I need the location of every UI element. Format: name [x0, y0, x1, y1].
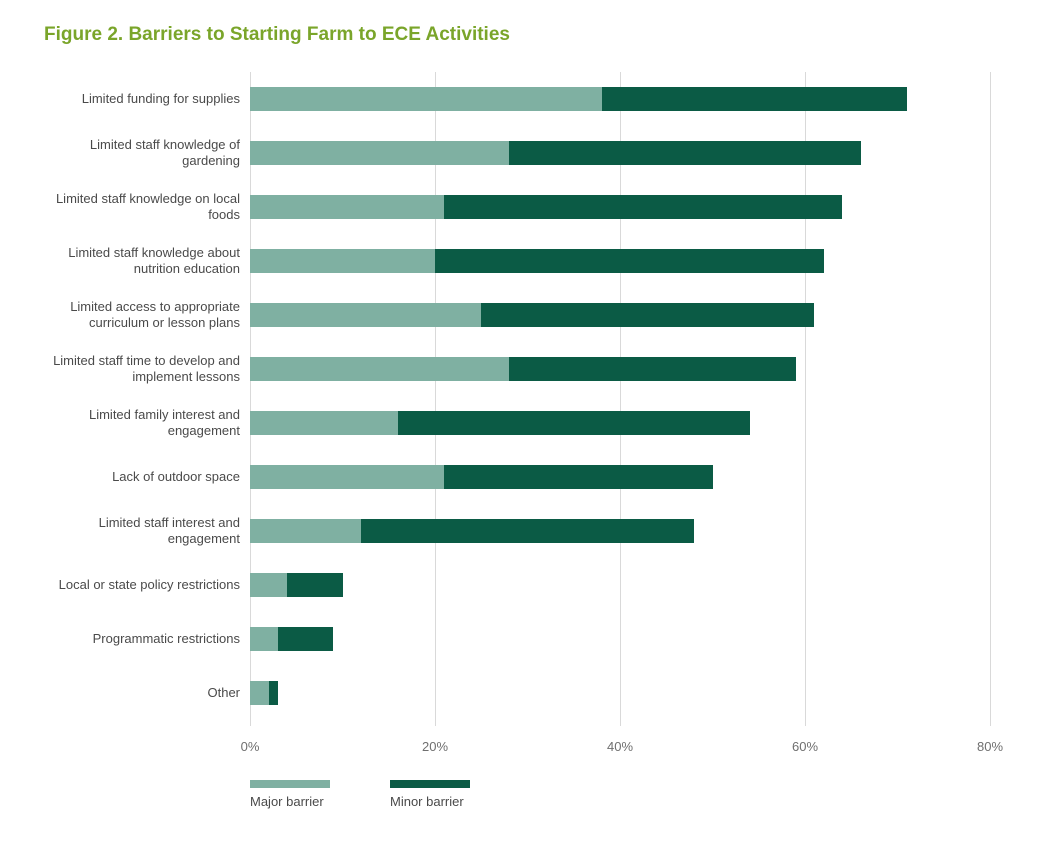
bar-segment-minor [602, 87, 907, 111]
bar-segment-major [250, 465, 444, 489]
xaxis-tick-label: 40% [607, 739, 633, 754]
chart-row: Limited staff time to develop and implem… [250, 342, 990, 396]
bar-segment-major [250, 411, 398, 435]
chart-row: Limited family interest and engagement [250, 396, 990, 450]
bar-segment-minor [398, 411, 750, 435]
bar-segment-minor [278, 627, 334, 651]
category-label: Limited staff interest and engagement [35, 515, 250, 548]
legend-swatch [390, 780, 470, 788]
bar-stack [250, 303, 814, 327]
bar-segment-major [250, 627, 278, 651]
xaxis-tick-label: 80% [977, 739, 1003, 754]
bar-stack [250, 195, 842, 219]
category-label: Limited staff knowledge of gardening [35, 137, 250, 170]
category-label: Limited family interest and engagement [35, 407, 250, 440]
bar-stack [250, 141, 861, 165]
bar-stack [250, 249, 824, 273]
chart-gridline [990, 72, 991, 726]
category-label: Programmatic restrictions [35, 631, 250, 647]
bar-segment-major [250, 573, 287, 597]
bar-segment-major [250, 195, 444, 219]
bar-segment-major [250, 249, 435, 273]
bar-segment-minor [435, 249, 824, 273]
chart-row: Limited staff knowledge of gardening [250, 126, 990, 180]
bar-stack [250, 87, 907, 111]
chart-row: Limited staff interest and engagement [250, 504, 990, 558]
bar-stack [250, 573, 343, 597]
category-label: Limited staff knowledge about nutrition … [35, 245, 250, 278]
bar-segment-minor [481, 303, 814, 327]
xaxis-tick-label: 0% [241, 739, 260, 754]
bar-segment-minor [287, 573, 343, 597]
xaxis-tick-label: 60% [792, 739, 818, 754]
bar-segment-minor [444, 195, 842, 219]
bar-segment-major [250, 681, 269, 705]
category-label: Local or state policy restrictions [35, 577, 250, 593]
category-label: Limited staff time to develop and implem… [35, 353, 250, 386]
chart-row: Limited access to appropriate curriculum… [250, 288, 990, 342]
category-label: Lack of outdoor space [35, 469, 250, 485]
chart-row: Limited staff knowledge on local foods [250, 180, 990, 234]
bar-segment-major [250, 357, 509, 381]
legend-swatch [250, 780, 330, 788]
bar-segment-minor [509, 357, 796, 381]
bar-stack [250, 627, 333, 651]
chart-plot-area: 0%20%40%60%80%Limited funding for suppli… [250, 72, 990, 726]
legend-item-minor: Minor barrier [390, 780, 470, 809]
bar-segment-major [250, 87, 602, 111]
bar-segment-major [250, 519, 361, 543]
bar-segment-minor [444, 465, 712, 489]
bar-segment-minor [509, 141, 861, 165]
category-label: Limited staff knowledge on local foods [35, 191, 250, 224]
chart-row: Local or state policy restrictions [250, 558, 990, 612]
chart-row: Limited staff knowledge about nutrition … [250, 234, 990, 288]
bar-stack [250, 357, 796, 381]
category-label: Limited funding for supplies [35, 91, 250, 107]
chart-row: Programmatic restrictions [250, 612, 990, 666]
category-label: Other [35, 685, 250, 701]
bar-stack [250, 519, 694, 543]
bar-segment-minor [269, 681, 278, 705]
bar-segment-minor [361, 519, 694, 543]
chart-title: Figure 2. Barriers to Starting Farm to E… [44, 24, 510, 46]
bar-stack [250, 681, 278, 705]
bar-segment-major [250, 303, 481, 327]
bar-stack [250, 411, 750, 435]
legend-label: Major barrier [250, 794, 324, 809]
legend-label: Minor barrier [390, 794, 464, 809]
category-label: Limited access to appropriate curriculum… [35, 299, 250, 332]
legend-item-major: Major barrier [250, 780, 330, 809]
chart-legend: Major barrier Minor barrier [250, 780, 470, 809]
chart-canvas: Figure 2. Barriers to Starting Farm to E… [0, 0, 1060, 848]
chart-row: Limited funding for supplies [250, 72, 990, 126]
chart-row: Other [250, 666, 990, 720]
bar-segment-major [250, 141, 509, 165]
chart-row: Lack of outdoor space [250, 450, 990, 504]
bar-stack [250, 465, 713, 489]
xaxis-tick-label: 20% [422, 739, 448, 754]
